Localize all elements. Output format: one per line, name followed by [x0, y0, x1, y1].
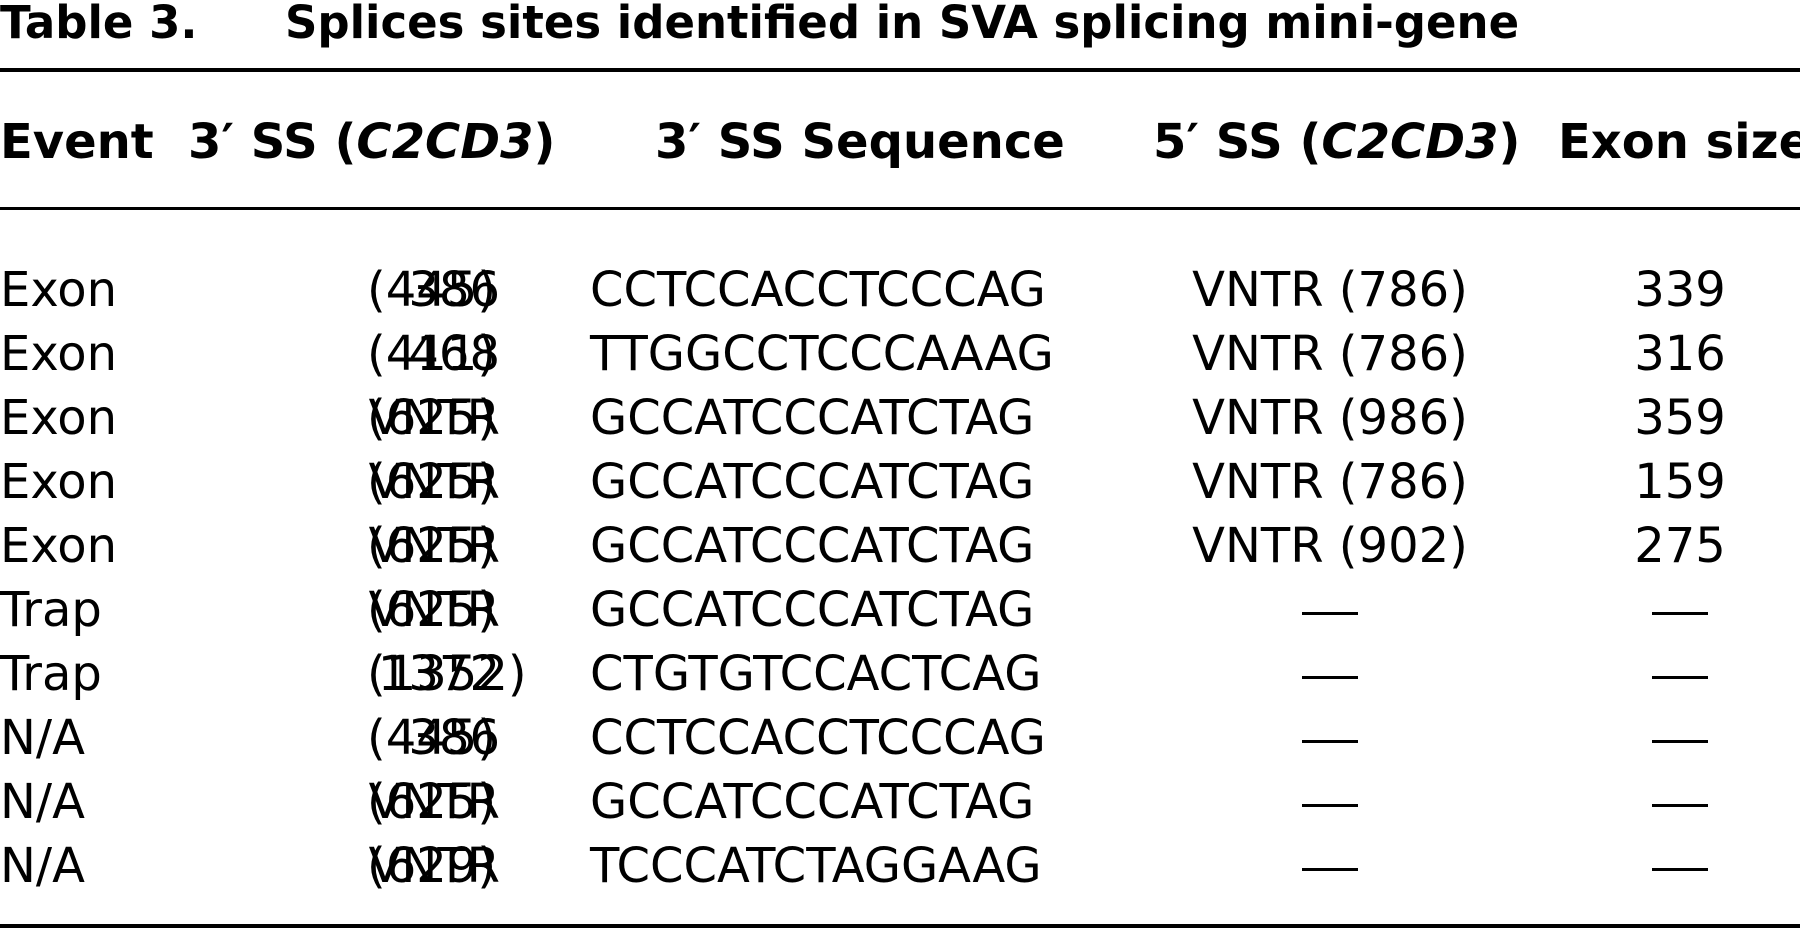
cell-5ss: VNTR (902) — [1192, 518, 1468, 574]
cell-event: N/A — [0, 838, 85, 894]
cell-3ss-position: VNTR — [368, 582, 500, 638]
em-dash — [1652, 867, 1708, 871]
cell-3ss-position: 386 — [408, 710, 500, 766]
em-dash — [1302, 867, 1358, 871]
cell-3ss-parenthetical: (625) — [367, 518, 497, 574]
cell-3ss: VNTR (629) — [175, 834, 530, 898]
em-dash — [1652, 739, 1708, 743]
cell-3ss-sequence: GCCATCCCATCTAG — [590, 774, 1035, 830]
cell-event: Exon — [0, 262, 118, 318]
cell-exon-size: 316 — [1634, 326, 1726, 382]
em-dash — [1302, 739, 1358, 743]
header-event: Event — [0, 114, 154, 170]
cell-3ss-position: VNTR — [368, 838, 500, 894]
cell-exon-size: 339 — [1634, 262, 1726, 318]
cell-3ss-parenthetical: (625) — [367, 582, 497, 638]
cell-event: Trap — [0, 646, 102, 702]
table-title: Splices sites identified in SVA splicing… — [285, 0, 1520, 49]
cell-3ss-parenthetical: (1352) — [367, 646, 527, 702]
cell-exon-size — [1600, 642, 1760, 706]
cell-3ss-parenthetical: (629) — [367, 838, 497, 894]
header-3ss-gene: C2CD3 — [356, 114, 534, 170]
cell-3ss: 1372 (1352) — [175, 642, 530, 706]
cell-5ss — [1180, 642, 1480, 706]
cell-3ss-sequence: GCCATCCCATCTAG — [590, 518, 1035, 574]
em-dash — [1652, 611, 1708, 615]
em-dash — [1302, 675, 1358, 679]
top-rule — [0, 68, 1800, 72]
cell-5ss: VNTR (986) — [1192, 390, 1468, 446]
cell-3ss-position: 1372 — [377, 646, 500, 702]
cell-3ss-parenthetical: (625) — [367, 390, 497, 446]
cell-3ss: VNTR (625) — [175, 578, 530, 642]
cell-5ss: VNTR (786) — [1192, 326, 1468, 382]
header-rule — [0, 207, 1800, 210]
header-exon-size: Exon size — [1558, 114, 1800, 170]
cell-exon-size — [1600, 770, 1760, 834]
cell-3ss: VNTR (625) — [175, 450, 530, 514]
cell-3ss-sequence: CCTCCACCTCCCAG — [590, 710, 1046, 766]
cell-exon-size — [1600, 834, 1760, 898]
cell-event: N/A — [0, 774, 85, 830]
cell-3ss-sequence: GCCATCCCATCTAG — [590, 390, 1035, 446]
cell-3ss-position: VNTR — [368, 518, 500, 574]
cell-5ss — [1180, 578, 1480, 642]
bottom-rule — [0, 924, 1800, 928]
cell-event: Trap — [0, 582, 102, 638]
cell-3ss: VNTR (625) — [175, 514, 530, 578]
em-dash — [1652, 675, 1708, 679]
cell-3ss: 386 (445) — [175, 706, 530, 770]
cell-3ss-parenthetical: (625) — [367, 774, 497, 830]
cell-exon-size — [1600, 578, 1760, 642]
cell-event: N/A — [0, 710, 85, 766]
em-dash — [1302, 611, 1358, 615]
cell-5ss — [1180, 770, 1480, 834]
cell-3ss-position: VNTR — [368, 774, 500, 830]
cell-3ss: VNTR (625) — [175, 386, 530, 450]
cell-5ss: VNTR (786) — [1192, 262, 1468, 318]
header-5ss-gene: C2CD3 — [1321, 114, 1499, 170]
cell-event: Exon — [0, 454, 118, 510]
cell-3ss: VNTR (625) — [175, 770, 530, 834]
cell-exon-size: 275 — [1634, 518, 1726, 574]
header-5ss: 5′ SS (C2CD3) — [1153, 114, 1521, 170]
header-3ss: 3′ SS (C2CD3) — [188, 114, 556, 170]
em-dash — [1302, 803, 1358, 807]
cell-5ss: VNTR (786) — [1192, 454, 1468, 510]
cell-3ss-position: 468 — [408, 326, 500, 382]
cell-3ss-sequence: TCCCATCTAGGAAG — [590, 838, 1042, 894]
cell-3ss-sequence: GCCATCCCATCTAG — [590, 454, 1035, 510]
cell-3ss-parenthetical: (445) — [367, 710, 497, 766]
cell-exon-size — [1600, 706, 1760, 770]
cell-3ss-parenthetical: (445) — [367, 262, 497, 318]
cell-5ss — [1180, 706, 1480, 770]
cell-3ss-sequence: TTGGCCTCCCAAAG — [590, 326, 1054, 382]
cell-3ss: 386 (445) — [175, 258, 530, 322]
cell-3ss-position: VNTR — [368, 454, 500, 510]
cell-3ss-position: VNTR — [368, 390, 500, 446]
cell-exon-size: 359 — [1634, 390, 1726, 446]
cell-event: Exon — [0, 518, 118, 574]
cell-3ss-position: 386 — [408, 262, 500, 318]
cell-event: Exon — [0, 390, 118, 446]
cell-3ss-sequence: CTGTGTCCACTCAG — [590, 646, 1042, 702]
table-caption: Table 3. Splices sites identified in SVA … — [0, 0, 1519, 46]
cell-event: Exon — [0, 326, 118, 382]
em-dash — [1652, 803, 1708, 807]
cell-3ss-sequence: GCCATCCCATCTAG — [590, 582, 1035, 638]
cell-3ss-parenthetical: (411) — [367, 326, 497, 382]
cell-3ss: 468 (411) — [175, 322, 530, 386]
cell-3ss-parenthetical: (625) — [367, 454, 497, 510]
cell-3ss-sequence: CCTCCACCTCCCAG — [590, 262, 1046, 318]
cell-exon-size: 159 — [1634, 454, 1726, 510]
header-3ss-sequence: 3′ SS Sequence — [655, 114, 1065, 170]
table-number: Table 3. — [0, 0, 198, 49]
cell-5ss — [1180, 834, 1480, 898]
